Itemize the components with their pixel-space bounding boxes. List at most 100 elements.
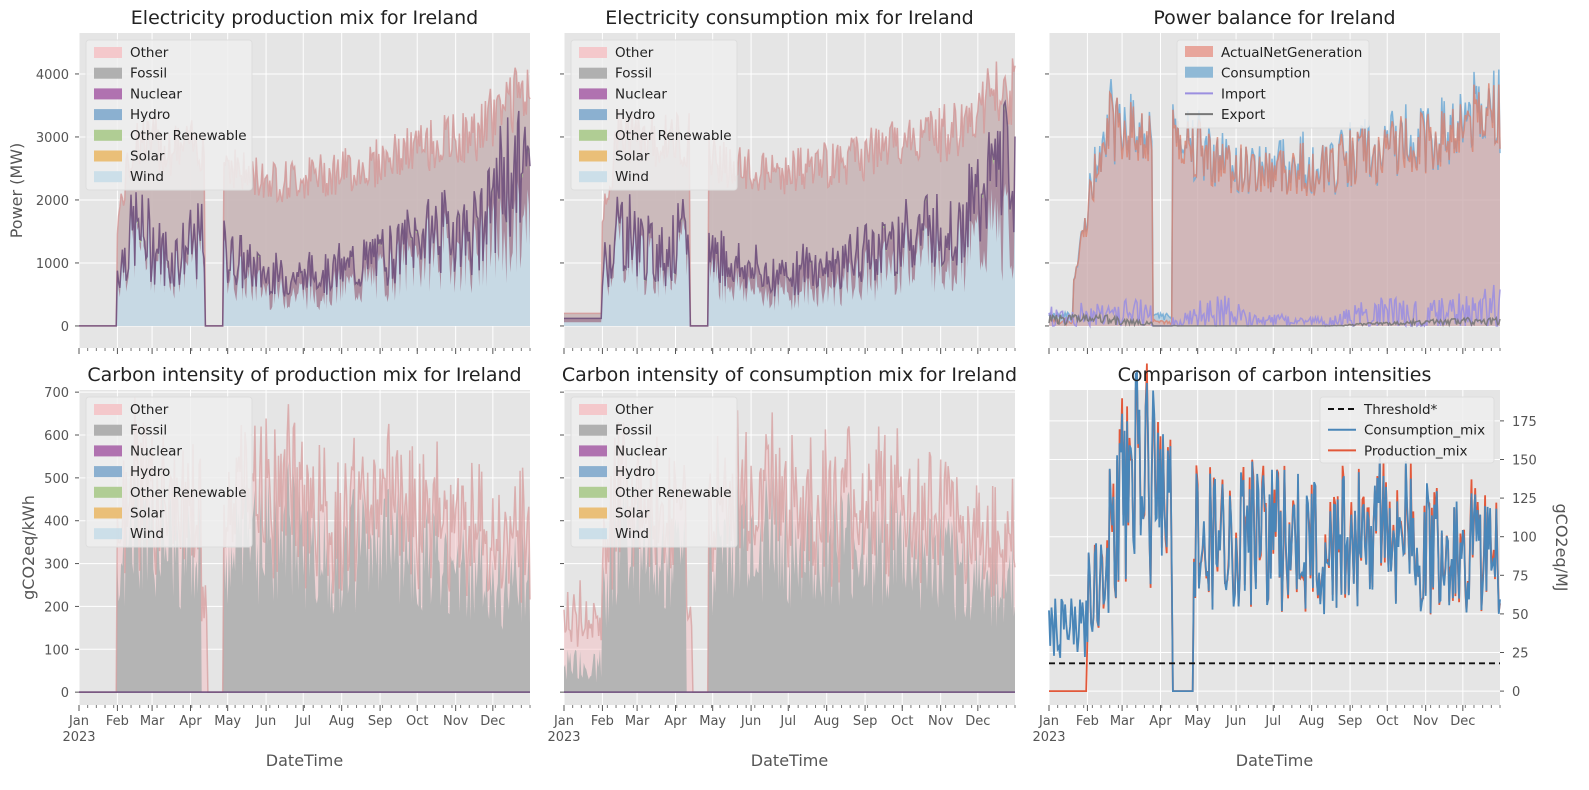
y-tick-label: 2000 xyxy=(36,194,69,209)
subplot-2: Electricity consumption mix for Ireland O… xyxy=(560,7,1016,354)
fossil-area xyxy=(564,470,1015,693)
legend-label: Solar xyxy=(130,506,165,522)
x-tick-label: Dec xyxy=(1450,714,1475,729)
x-tick-label: May xyxy=(699,714,726,729)
import-line xyxy=(1048,284,1501,329)
x-tick-label: Mar xyxy=(140,714,165,729)
y-axis-label: Power (MW) xyxy=(7,143,26,239)
subplot-title: Carbon intensity of production mix for I… xyxy=(87,364,521,386)
subplot-3: Power balance for Ireland ActualNetGenera… xyxy=(1045,7,1501,354)
subplot-6: Comparison of carbon intensities 0 25 50 75 1… xyxy=(1032,363,1571,770)
legend-swatch xyxy=(94,507,122,519)
y-tick-label: 3000 xyxy=(36,131,69,146)
y-tick-label: 50 xyxy=(1512,608,1529,623)
x-tick-label: Sep xyxy=(1338,714,1363,729)
x-tick-label: May xyxy=(1184,714,1211,729)
x-tick-label: Jul xyxy=(779,714,796,729)
legend-label: Consumption xyxy=(1221,66,1310,82)
legend-swatch xyxy=(94,88,122,100)
x-tick-label: Feb xyxy=(591,714,614,729)
legend-label: Wind xyxy=(130,169,164,185)
x-tick-label: Jun xyxy=(740,714,761,729)
legend-label: Other xyxy=(130,402,169,418)
legend-label: Other Renewable xyxy=(615,485,732,501)
wind-area xyxy=(79,181,530,326)
x-axis-label: DateTime xyxy=(266,751,343,770)
legend-label: Fossil xyxy=(615,66,652,82)
y-axis-label: gCO2eq/kWh xyxy=(19,495,38,600)
y-tick-label: 100 xyxy=(1512,531,1537,546)
legend-box xyxy=(570,39,738,191)
legend-box xyxy=(85,396,253,548)
x-tick-year: 2023 xyxy=(547,730,580,745)
y-tick-label: 600 xyxy=(44,429,69,444)
x-tick-label: Mar xyxy=(625,714,650,729)
x-tick-label: Dec xyxy=(965,714,990,729)
legend-swatch xyxy=(579,88,607,100)
legend-swatch xyxy=(94,486,122,498)
subplot-5: Carbon intensity of consumption mix for … xyxy=(547,364,1017,770)
y-tick-label: 500 xyxy=(44,472,69,487)
x-tick-label: Feb xyxy=(106,714,129,729)
legend-label: Other Renewable xyxy=(615,128,732,144)
y-tick-label: 0 xyxy=(1512,685,1520,700)
consumption-mix-line xyxy=(1048,369,1501,692)
x-tick-label: Apr xyxy=(179,714,202,729)
subplot-title: Comparison of carbon intensities xyxy=(1118,364,1432,386)
legend-label: Import xyxy=(1221,86,1266,102)
legend-swatch xyxy=(94,466,122,478)
x-tick-label: Sep xyxy=(853,714,878,729)
legend-box xyxy=(570,396,738,548)
legend-swatch xyxy=(94,129,122,141)
legend-label: Hydro xyxy=(615,464,655,480)
export-line xyxy=(1048,312,1501,328)
y-tick-label: 25 xyxy=(1512,647,1529,662)
legend-swatch xyxy=(579,466,607,478)
y-tick-label: 400 xyxy=(44,515,69,530)
legend-label: Hydro xyxy=(130,464,170,480)
nuclear-line xyxy=(564,99,1016,327)
x-tick-label: Apr xyxy=(664,714,687,729)
x-tick-label: Aug xyxy=(1299,714,1324,729)
y-tick-label: 125 xyxy=(1512,492,1537,507)
x-tick-label: Aug xyxy=(329,714,354,729)
legend-label: Hydro xyxy=(130,107,170,123)
legend-swatch xyxy=(579,67,607,79)
legend-label: Wind xyxy=(615,526,649,542)
legend-label: ActualNetGeneration xyxy=(1221,45,1362,61)
legend-swatch xyxy=(579,171,607,183)
fossil-area xyxy=(79,461,530,693)
x-tick-label: Oct xyxy=(1376,714,1398,729)
x-axis-label: DateTime xyxy=(751,751,828,770)
legend-box xyxy=(1319,396,1495,464)
legend-swatch xyxy=(579,424,607,436)
legend-label: Other Renewable xyxy=(130,485,247,501)
x-tick-label: May xyxy=(214,714,241,729)
actual-net-generation-area xyxy=(1049,83,1500,326)
legend-label: Fossil xyxy=(615,423,652,439)
y-tick-label: 100 xyxy=(44,643,69,658)
x-tick-label: Oct xyxy=(891,714,913,729)
subplot-title: Carbon intensity of consumption mix for … xyxy=(562,364,1017,386)
legend-label: Fossil xyxy=(130,66,167,82)
legend-swatch xyxy=(94,424,122,436)
legend-swatch xyxy=(94,445,122,457)
x-tick-label: Apr xyxy=(1149,714,1172,729)
legend-swatch xyxy=(1185,66,1213,78)
x-tick-label: Jan xyxy=(1038,714,1059,729)
y-axis-label-right: gCO2eq/MJ xyxy=(1552,503,1571,591)
x-tick-label: Jan xyxy=(553,714,574,729)
y-tick-label: 4000 xyxy=(36,68,69,83)
x-tick-label: Feb xyxy=(1076,714,1099,729)
legend-label: Nuclear xyxy=(130,86,182,102)
legend-label: Wind xyxy=(615,169,649,185)
x-tick-label: Aug xyxy=(814,714,839,729)
legend-label: Wind xyxy=(130,526,164,542)
legend-label: Nuclear xyxy=(615,86,667,102)
legend-swatch xyxy=(579,150,607,162)
legend-swatch xyxy=(94,528,122,540)
legend-label: Export xyxy=(1221,107,1265,123)
wind-area xyxy=(564,183,1015,326)
legend-swatch xyxy=(1185,46,1213,57)
